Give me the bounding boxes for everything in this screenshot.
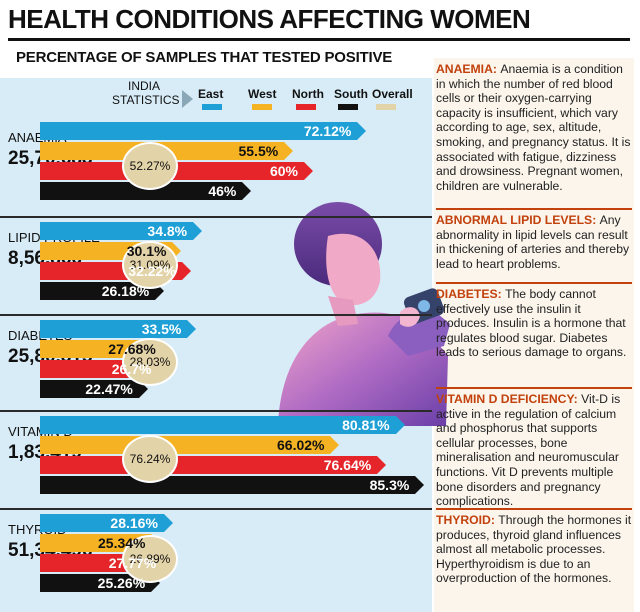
bar-west: 66.02% — [40, 436, 340, 454]
bar-west: 27.68% — [40, 340, 171, 358]
bar-value-label: 25.26% — [97, 575, 146, 591]
sidebar-note-heading: THYROID: — [436, 513, 499, 527]
legend-swatch-west — [252, 104, 272, 110]
sidebar-note-text: Anaemia is a condition in which the numb… — [436, 62, 631, 193]
bar-south: 22.47% — [40, 380, 148, 398]
overall-badge: 76.24% — [122, 435, 178, 483]
overall-badge: 52.27% — [122, 142, 178, 190]
sidebar-divider — [436, 387, 632, 389]
woman-illustration — [278, 202, 450, 426]
row-divider — [0, 216, 432, 218]
bar-north: 26.7% — [40, 360, 167, 378]
india-statistics-text: INDIA STATISTICS — [112, 79, 180, 107]
title-divider — [8, 38, 630, 41]
bar-value-label: 33.5% — [141, 321, 182, 337]
sidebar-note-text: Any abnormality in lipid levels can resu… — [436, 213, 630, 271]
row-divider — [0, 410, 432, 412]
sidebar-divider — [436, 208, 632, 210]
legend-label-south: South — [334, 87, 368, 101]
bar-south: 25.26% — [40, 574, 161, 592]
bar-east: 80.81% — [40, 416, 405, 434]
overall-badge: 28.03% — [122, 338, 178, 386]
bar-south: 26.18% — [40, 282, 165, 300]
sidebar-note-heading: ANAEMIA: — [436, 62, 501, 76]
bar-value-label: 22.47% — [85, 381, 133, 397]
bar-value-label: 26.7% — [111, 361, 152, 377]
row-divider — [0, 508, 432, 510]
bar-east: 33.5% — [40, 320, 197, 338]
bar-north: 32.22% — [40, 262, 191, 280]
sidebar-note: ABNORMAL LIPID LEVELS: Any abnormality i… — [436, 213, 632, 271]
bar-value-label: 27.68% — [108, 341, 156, 357]
bar-value-label: 80.81% — [342, 417, 390, 433]
sidebar-note-heading: DIABETES: — [436, 287, 506, 301]
sidebar-note: DIABETES: The body cannot effectively us… — [436, 287, 632, 360]
bar-value-label: 25.34% — [98, 535, 146, 551]
overall-badge: 26.89% — [122, 535, 178, 583]
bar-value-label: 32.22% — [128, 263, 176, 279]
page-title: HEALTH CONDITIONS AFFECTING WOMEN — [8, 4, 531, 34]
bar-value-label: 55.5% — [238, 143, 279, 159]
legend-swatch-north — [296, 104, 316, 110]
legend-label-east: East — [198, 87, 224, 101]
bar-value-label: 76.64% — [323, 457, 372, 473]
legend-label-west: West — [248, 87, 277, 101]
bar-value-label: 26.18% — [101, 283, 150, 299]
bar-value-label: 46% — [208, 183, 237, 199]
sidebar-note: VITAMIN D DEFICIENCY: Vit-D is active in… — [436, 392, 632, 509]
sidebar-panel — [434, 58, 634, 612]
legend-swatch-overall — [376, 104, 396, 110]
arrow-right-icon — [182, 90, 193, 108]
sidebar-note: THYROID: Through the hormones it produce… — [436, 513, 632, 586]
india-statistics-label: INDIA STATISTICS — [112, 79, 180, 107]
bar-west: 25.34% — [40, 534, 162, 552]
bar-value-label: 34.8% — [147, 223, 188, 239]
legend-swatch-east — [202, 104, 222, 110]
bar-east: 28.16% — [40, 514, 173, 532]
sidebar-note-text: The body cannot effectively use the insu… — [436, 287, 627, 360]
bar-value-label: 72.12% — [303, 123, 352, 139]
bar-value-label: 60% — [269, 163, 298, 179]
bar-south: 46% — [40, 182, 252, 200]
bar-value-label: 30.1% — [126, 243, 167, 259]
legend-swatch-south — [338, 104, 358, 110]
overall-badge: 31.09% — [122, 241, 178, 289]
sidebar-note-text: Vit-D is active in the regulation of cal… — [436, 392, 621, 509]
sidebar-divider — [436, 282, 632, 284]
sidebar-note-heading: ABNORMAL LIPID LEVELS: — [436, 213, 600, 227]
sidebar-note-text: Through the hormones it produces, thyroi… — [436, 513, 632, 586]
legend-label-overall: Overall — [372, 87, 413, 101]
bar-west: 30.1% — [40, 242, 182, 260]
bar-south: 85.3% — [40, 476, 425, 494]
bar-north: 76.64% — [40, 456, 387, 474]
bar-east: 34.8% — [40, 222, 203, 240]
bar-north: 27.77% — [40, 554, 172, 572]
sidebar-note-heading: VITAMIN D DEFICIENCY: — [436, 392, 582, 406]
bar-value-label: 27.77% — [108, 555, 157, 571]
chart-subtitle: PERCENTAGE OF SAMPLES THAT TESTED POSITI… — [16, 49, 393, 66]
bar-value-label: 85.3% — [369, 477, 410, 493]
bar-value-label: 28.16% — [110, 515, 158, 531]
sidebar-note: ANAEMIA: Anaemia is a condition in which… — [436, 62, 632, 193]
row-divider — [0, 314, 432, 316]
bar-east: 72.12% — [40, 122, 367, 140]
bar-value-label: 66.02% — [277, 437, 325, 453]
legend-label-north: North — [292, 87, 324, 101]
sidebar-divider — [436, 508, 632, 510]
